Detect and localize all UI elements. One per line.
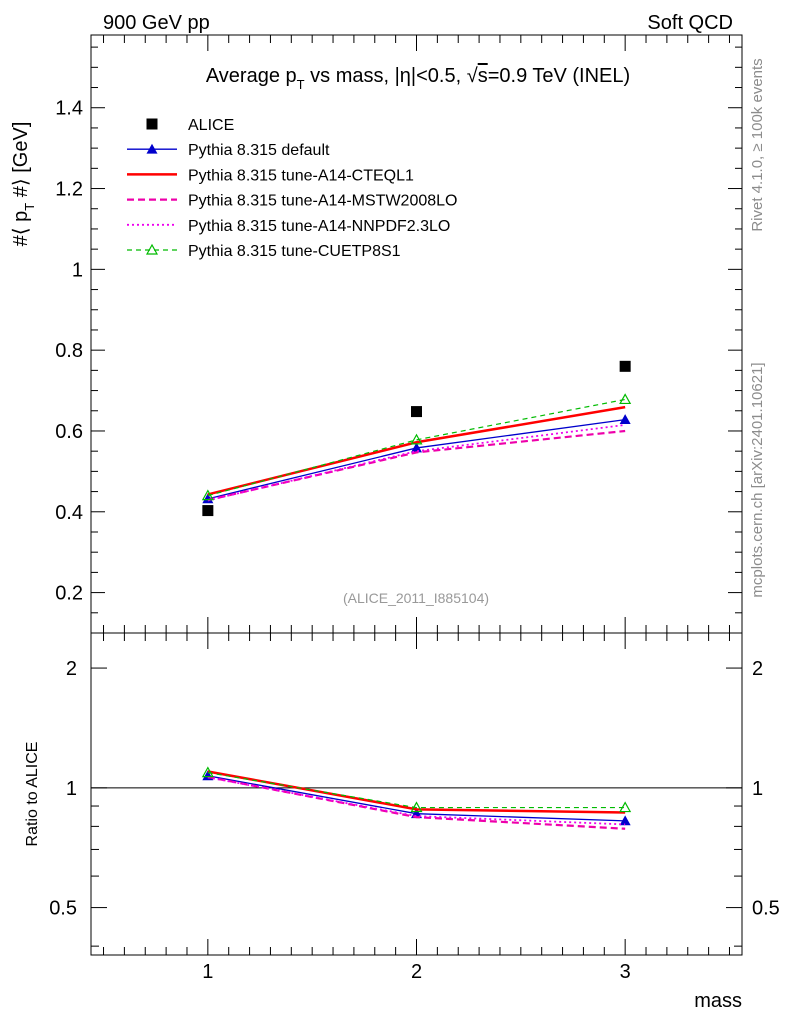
x-tick-label: 2 (411, 961, 422, 983)
data-point-alice (411, 406, 422, 418)
chart-title: Average pT vs mass, |η|<0.5, √s=0.9 TeV … (206, 65, 630, 92)
ratio-y-axis-label: Ratio to ALICE (24, 742, 41, 847)
legend-label-mstw: Pythia 8.315 tune-A14-MSTW2008LO (188, 193, 457, 210)
y-tick-label: 0.6 (55, 421, 83, 443)
ratio-point-default (619, 815, 631, 826)
legend-label-alice: ALICE (188, 117, 234, 134)
ratio-line-cuetp (207, 772, 626, 809)
y-tick-label: 1 (72, 259, 83, 281)
legend-label-default: Pythia 8.315 default (188, 142, 330, 159)
tick-labels: 0.2 0.4 0.6 0.8 1 1.2 1.4 1 2 3 0.5 0.5 1 1 2 2 (49, 98, 780, 983)
y-tick-label: 1.4 (55, 98, 83, 120)
ratio-axis-ticks (91, 633, 742, 955)
series-line-nnpdf (207, 424, 626, 502)
series-line-cteql1 (207, 405, 626, 496)
legend-label-cuetp: Pythia 8.315 tune-CUETP8S1 (188, 243, 401, 260)
legend: ALICE Pythia 8.315 default Pythia 8.315 tu… (127, 117, 457, 260)
legend-marker-cuetp (145, 243, 159, 255)
mcplots-label: mcplots.cern.ch [arXiv:2401.10621] (749, 362, 766, 597)
x-tick-label: 1 (202, 961, 213, 983)
main-axis-ticks (91, 35, 742, 634)
ratio-y-tick-label-right: 2 (752, 658, 763, 680)
rivet-version-label: Rivet 4.1.0, ≥ 100k events (749, 58, 766, 231)
series-line-default (207, 419, 626, 500)
data-point-alice (619, 360, 631, 372)
y-tick-label: 1.2 (55, 179, 83, 201)
ratio-line-cteql1 (207, 770, 626, 814)
ratio-y-tick-label-right: 1 (752, 778, 763, 800)
ratio-y-tick-label-left: 0.5 (49, 898, 77, 920)
y-tick-label: 0.2 (55, 583, 83, 605)
data-point-default (411, 442, 422, 453)
ratio-series (201, 766, 632, 830)
data-point-cuetp (410, 433, 423, 445)
ratio-y-tick-label-left: 1 (66, 778, 77, 800)
y-tick-label: 0.8 (55, 340, 83, 362)
data-point-default (619, 414, 631, 425)
x-tick-label: 3 (620, 961, 631, 983)
header-right: Soft QCD (647, 12, 733, 34)
legend-marker-default (146, 143, 158, 154)
y-axis-label: #⟨ pT #⟩ [GeV] (10, 122, 37, 247)
ratio-panel-frame (90, 632, 743, 956)
x-axis-label: mass (694, 990, 742, 1012)
header-left: 900 GeV pp (103, 12, 210, 34)
y-tick-label: 0.4 (55, 502, 83, 524)
ratio-y-tick-label-right: 0.5 (752, 898, 780, 920)
legend-label-cteql1: Pythia 8.315 tune-A14-CTEQL1 (188, 167, 414, 184)
ratio-line-nnpdf (207, 776, 626, 826)
data-point-cuetp (201, 489, 214, 501)
legend-label-nnpdf: Pythia 8.315 tune-A14-NNPDF2.3LO (188, 218, 450, 235)
main-series (201, 360, 632, 517)
analysis-watermark: (ALICE_2011_I885104) (343, 590, 489, 606)
data-point-default (202, 493, 214, 504)
data-point-cuetp (619, 393, 632, 405)
ratio-point-cuetp (201, 766, 214, 778)
ratio-point-cuetp (410, 801, 423, 813)
legend-marker-alice (146, 118, 158, 130)
data-point-alice (202, 505, 214, 517)
ratio-y-tick-label-left: 2 (66, 658, 77, 680)
ratio-point-cuetp (619, 801, 632, 813)
